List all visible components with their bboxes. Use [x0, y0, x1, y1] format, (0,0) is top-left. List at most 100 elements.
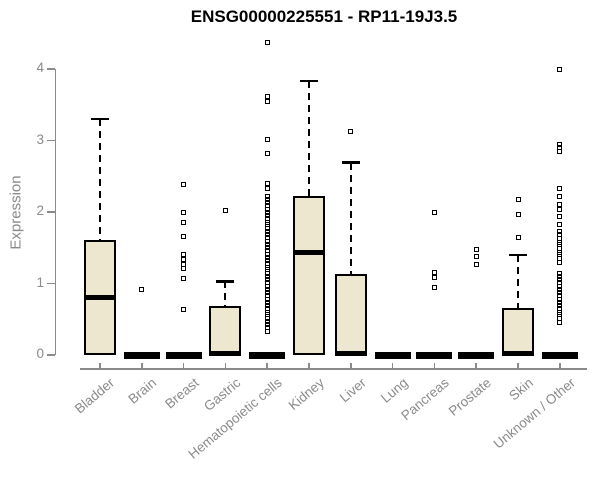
x-tick-label: Skin	[505, 375, 536, 404]
x-tick-label: Brain	[125, 375, 160, 407]
outlier-point	[264, 150, 270, 156]
outlier-point	[264, 193, 270, 199]
outlier-point	[348, 129, 354, 135]
outlier-point	[431, 284, 437, 290]
collapsed-box	[123, 351, 160, 359]
outlier-point	[473, 253, 479, 259]
outlier-point	[181, 306, 187, 312]
y-tick-label: 3	[36, 131, 44, 147]
outlier-point	[557, 185, 563, 191]
x-tick-label: Liver	[336, 375, 369, 406]
median-line	[334, 351, 367, 356]
outlier-point	[264, 232, 270, 238]
x-tick-label: Lung	[377, 375, 411, 406]
outlier-point	[264, 322, 270, 328]
whisker-cap	[341, 161, 360, 164]
outlier-point	[264, 185, 270, 191]
outlier-point	[473, 261, 479, 267]
outlier-point	[557, 296, 563, 302]
outlier-point	[264, 245, 270, 251]
outlier-point	[264, 238, 270, 244]
y-axis-tick	[46, 68, 55, 70]
x-axis-tick	[266, 362, 268, 368]
whisker-line	[224, 281, 227, 307]
whisker-line	[517, 254, 519, 308]
collapsed-box	[249, 351, 286, 359]
outlier-point	[264, 264, 270, 270]
outlier-point	[264, 219, 270, 225]
collapsed-box	[374, 351, 411, 359]
outlier-point	[557, 270, 563, 276]
outlier-point	[557, 202, 563, 208]
whisker-cap	[216, 280, 235, 283]
y-tick-label: 0	[36, 346, 44, 361]
outlier-point	[264, 213, 270, 219]
outlier-point	[473, 247, 479, 253]
median-line	[293, 250, 325, 256]
x-axis-tick	[182, 362, 185, 368]
median-line	[209, 351, 242, 356]
outlier-point	[181, 275, 187, 281]
box	[209, 306, 242, 355]
x-axis-tick	[517, 362, 519, 368]
outlier-point	[264, 303, 270, 309]
outlier-point	[557, 259, 563, 265]
outlier-point	[515, 212, 521, 218]
outlier-point	[557, 239, 563, 245]
median-line	[502, 351, 534, 356]
chart-title: ENSG00000225551 - RP11-19J3.5	[190, 7, 458, 26]
x-tick-label: Bladder	[72, 375, 118, 417]
x-axis-line	[80, 368, 587, 370]
whisker-line	[308, 81, 310, 197]
outlier-point	[181, 219, 187, 225]
x-axis-tick	[224, 362, 227, 368]
y-axis-tick	[46, 139, 55, 142]
outlier-point	[264, 328, 270, 334]
whisker-line	[99, 119, 101, 240]
whisker-cap	[300, 79, 318, 83]
outlier-point	[557, 222, 563, 228]
outlier-point	[264, 283, 270, 289]
outlier-point	[264, 40, 270, 46]
outlier-point	[181, 233, 187, 239]
outlier-point	[264, 206, 270, 212]
outlier-point	[264, 296, 270, 302]
outlier-point	[557, 67, 563, 73]
outlier-point	[557, 290, 563, 296]
outlier-point	[264, 270, 270, 276]
outlier-point	[557, 149, 563, 155]
whisker-line	[349, 162, 352, 275]
y-axis-line	[54, 69, 56, 355]
outlier-point	[431, 275, 437, 281]
outlier-point	[264, 200, 270, 206]
outlier-point	[557, 249, 563, 255]
outlier-point	[264, 258, 270, 264]
x-tick-label: Prostate	[445, 375, 494, 419]
collapsed-box	[416, 351, 453, 359]
whisker-cap	[91, 117, 109, 121]
y-tick-label: 1	[36, 274, 44, 290]
x-axis-tick	[475, 362, 477, 368]
outlier-point	[557, 277, 563, 283]
box	[334, 274, 367, 355]
collapsed-box	[541, 351, 578, 359]
outlier-point	[557, 213, 563, 219]
outlier-point	[515, 234, 521, 240]
outlier-point	[264, 277, 270, 283]
x-axis-tick	[99, 362, 101, 368]
outlier-point	[264, 316, 270, 322]
y-tick-label: 4	[36, 60, 44, 75]
outlier-point	[557, 207, 563, 213]
outlier-point	[222, 208, 228, 214]
x-tick-label: Kidney	[285, 375, 327, 414]
outlier-point	[264, 99, 270, 105]
x-axis-tick	[350, 362, 352, 368]
x-axis-tick	[559, 362, 561, 368]
outlier-point	[264, 251, 270, 257]
outlier-point	[431, 270, 437, 276]
outlier-point	[264, 93, 270, 99]
outlier-point	[264, 309, 270, 315]
x-axis-tick	[433, 362, 436, 368]
